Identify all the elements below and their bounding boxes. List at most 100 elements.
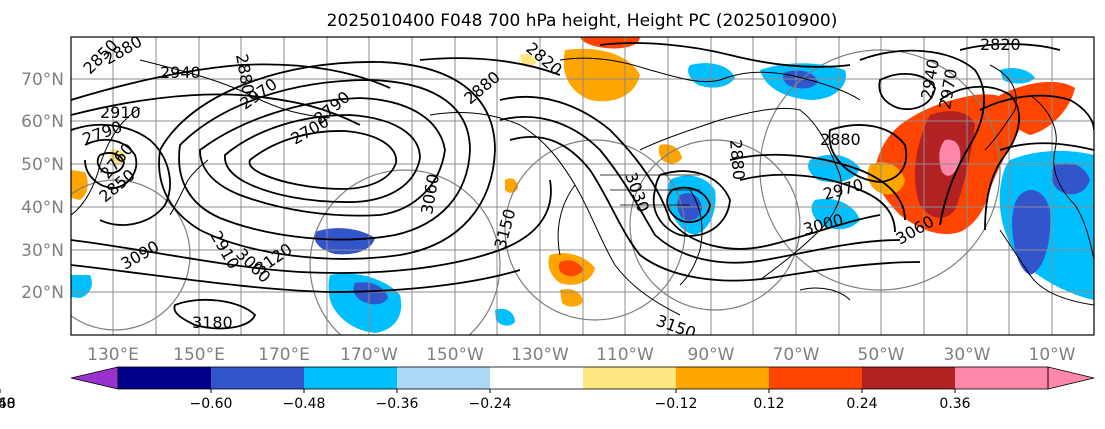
lon-label: 130°W [511, 345, 569, 365]
contour-line [878, 73, 936, 110]
contour-label: 2880 [820, 130, 861, 149]
contour-line [199, 97, 446, 217]
contour-line [509, 135, 921, 282]
chart-title: 2025010400 F048 700 hPa height, Height P… [327, 11, 838, 31]
contour-line [158, 61, 496, 260]
anomaly-region [1012, 190, 1051, 275]
contour-label: 2820 [980, 35, 1021, 54]
contour-line [419, 57, 561, 76]
coastline [139, 59, 331, 119]
range-ring [629, 139, 801, 311]
lon-label: 130°E [87, 345, 139, 365]
colorbar-segment [862, 367, 956, 389]
contour-line [652, 170, 731, 237]
coastline [71, 107, 141, 216]
contour-line [173, 298, 257, 330]
coastline [984, 64, 1017, 151]
lon-label: 30°W [944, 345, 991, 365]
lat-label: 60°N [21, 112, 64, 132]
lon-label: 90°W [688, 345, 735, 365]
colorbar-tick-label: −0.12 [655, 396, 698, 412]
contour-line [859, 49, 985, 226]
contour-line [729, 153, 906, 221]
contour-line [71, 63, 391, 101]
colorbar-segments [70, 366, 1095, 390]
colorbar-tick-label: 0.36 [939, 396, 970, 412]
anomaly-region [520, 53, 536, 67]
colorbar-tick-label: −0.48 [283, 396, 326, 412]
lon-label: 10°W [1029, 345, 1076, 365]
range-ring [759, 49, 1001, 291]
contour-line [666, 186, 711, 223]
range-rings [71, 49, 1001, 335]
range-ring [71, 179, 191, 331]
colorbar-tick-label: −0.24 [469, 396, 512, 412]
contour-line [739, 173, 896, 233]
colorbar-ticks: −0.60 −0.48 −0.36 −0.24 −0.12 0.12 0.24 0.36 0.4… [0, 389, 971, 412]
anomaly-region [495, 308, 515, 326]
colorbar-segment [397, 367, 491, 389]
gridlines [71, 37, 1094, 335]
contour-line [499, 96, 881, 250]
contour-line [939, 85, 1020, 231]
height-contours [71, 42, 1094, 330]
colorbar-extend-max [1047, 366, 1095, 390]
contour-line [71, 264, 521, 293]
range-ring [504, 139, 686, 321]
contour-line [84, 138, 138, 189]
lat-label: 50°N [21, 155, 64, 175]
contour-line [71, 93, 361, 126]
contour-line [96, 152, 125, 175]
anomaly-region [808, 154, 860, 183]
colorbar-segment [955, 367, 1049, 389]
contour-line [828, 124, 908, 183]
coastline [999, 229, 1094, 306]
contour-label: 2880 [726, 139, 748, 181]
map-panel: 2850 2880 2940 2880 2910 2790 2970 2760 … [70, 35, 1095, 336]
colorbar: −0.60 −0.48 −0.36 −0.24 −0.12 0.12 0.24 0.36 0.4… [0, 366, 1095, 412]
coastline [639, 107, 842, 281]
colorbar-segment [304, 367, 398, 389]
colorbar-tick-label: −0.36 [376, 396, 419, 412]
latitude-labels: 70°N 60°N 50°N 40°N 30°N 20°N [21, 70, 64, 303]
colorbar-extend-min [70, 366, 119, 390]
colorbar-tick-label: 0.12 [753, 396, 784, 412]
lon-label: 170°E [258, 345, 310, 365]
contour-line [224, 114, 421, 203]
contour-label: 2940 [160, 63, 201, 82]
anomaly-region [71, 170, 88, 200]
longitude-labels: 130°E 150°E 170°E 170°W 150°W 130°W 110°… [87, 345, 1076, 365]
contour-line [999, 142, 1094, 151]
contour-line [599, 42, 851, 68]
anomaly-region [558, 260, 583, 277]
contour-line [499, 116, 901, 264]
anomaly-region [328, 273, 402, 333]
anomaly-region [811, 198, 860, 230]
lon-label: 150°W [426, 345, 484, 365]
contour-label: 2910 [100, 103, 141, 122]
lon-label: 150°E [173, 345, 225, 365]
contour-label: 3180 [192, 313, 233, 332]
contour-line [71, 179, 552, 274]
contour-line [71, 123, 171, 226]
coastline [559, 57, 861, 101]
colorbar-segment [490, 367, 584, 389]
contour-line [248, 130, 397, 190]
colorbar-segment [676, 367, 770, 389]
colorbar-segment [211, 367, 305, 389]
colorbar-segment [583, 367, 677, 389]
lon-label: 110°W [596, 345, 654, 365]
lat-label: 20°N [21, 283, 64, 303]
lat-label: 40°N [21, 198, 64, 218]
lon-label: 70°W [773, 345, 820, 365]
lat-label: 30°N [21, 241, 64, 261]
range-ring [309, 169, 501, 335]
anomaly-region [560, 289, 583, 307]
colorbar-segment [118, 367, 212, 389]
lat-label: 70°N [21, 70, 64, 90]
contour-line [959, 43, 1061, 51]
contour-line [178, 79, 471, 241]
contour-line [979, 94, 1094, 131]
lon-label: 50°W [858, 345, 905, 365]
colorbar-outline [117, 366, 1049, 390]
